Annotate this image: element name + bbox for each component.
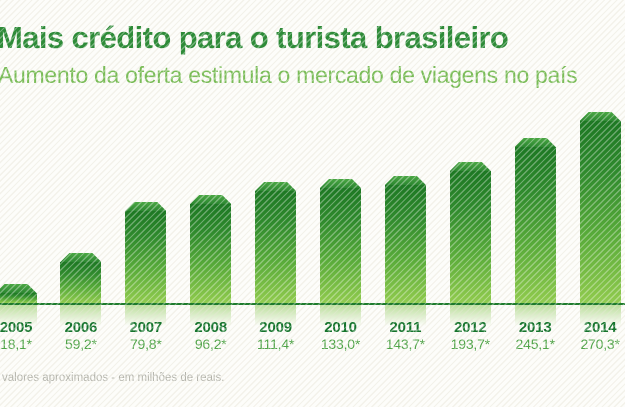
bar-cap bbox=[580, 112, 621, 121]
year-label-2008: 2008 bbox=[194, 319, 227, 336]
value-label-2014: 270,3* bbox=[580, 336, 620, 352]
value-label-2006: 59,2* bbox=[65, 336, 97, 352]
bar-cap bbox=[320, 179, 361, 188]
bar-reflection bbox=[320, 305, 361, 326]
bar-2007 bbox=[125, 202, 167, 303]
bar-2011 bbox=[384, 176, 426, 303]
bar-body bbox=[579, 121, 621, 303]
bar-reflection bbox=[579, 305, 621, 326]
bar-reflection bbox=[384, 305, 426, 326]
bar-body bbox=[0, 293, 37, 303]
bar-2005 bbox=[0, 284, 37, 303]
value-label-2012: 193,7* bbox=[450, 336, 490, 352]
year-label-2006: 2006 bbox=[64, 319, 98, 336]
bar-cap bbox=[60, 253, 101, 262]
bar-body bbox=[449, 171, 491, 303]
bar-2009 bbox=[255, 182, 297, 303]
bar-cap bbox=[385, 176, 426, 185]
value-label-2005: 18,1* bbox=[0, 336, 32, 352]
bar-reflection bbox=[190, 305, 232, 326]
bar-2014 bbox=[579, 112, 621, 303]
bar-cap bbox=[190, 195, 231, 204]
year-label-2007: 2007 bbox=[129, 319, 163, 336]
bar-reflection bbox=[125, 305, 167, 326]
year-label-2012: 2012 bbox=[454, 319, 487, 336]
chart-subtitle: Aumento da oferta estimula o mercado de … bbox=[0, 62, 578, 88]
bar-2013 bbox=[514, 138, 556, 303]
year-label-2005: 2005 bbox=[0, 319, 33, 336]
bar-cap bbox=[0, 284, 37, 293]
baseline-axis bbox=[0, 303, 625, 305]
bar-reflection bbox=[0, 305, 37, 326]
footnote: valores aproximados - em milhões de reai… bbox=[2, 372, 225, 384]
year-label-2013: 2013 bbox=[518, 319, 552, 336]
value-label-2008: 96,2* bbox=[194, 336, 227, 352]
bar-body bbox=[60, 262, 102, 303]
bar-cap bbox=[450, 162, 491, 171]
value-label-2007: 79,8* bbox=[129, 336, 162, 352]
value-label-2010: 133,0* bbox=[320, 336, 361, 352]
bar-2012 bbox=[449, 162, 491, 303]
bar-reflection bbox=[449, 305, 491, 326]
bar-cap bbox=[255, 182, 296, 191]
bar-2008 bbox=[190, 195, 232, 303]
bar-reflection bbox=[255, 305, 297, 326]
bar-body bbox=[255, 191, 297, 303]
bar-2006 bbox=[60, 253, 102, 303]
bar-2010 bbox=[320, 179, 361, 303]
bar-reflection bbox=[514, 305, 556, 326]
bar-cap bbox=[515, 138, 556, 147]
year-label-2010: 2010 bbox=[324, 319, 357, 336]
bar-body bbox=[125, 211, 167, 303]
bar-body bbox=[320, 188, 361, 303]
year-label-2011: 2011 bbox=[389, 319, 422, 336]
bar-body bbox=[514, 147, 556, 303]
chart-title: Mais crédito para o turista brasileiro bbox=[0, 20, 509, 55]
bar-body bbox=[384, 185, 426, 303]
value-label-2011: 143,7* bbox=[385, 336, 426, 352]
bar-cap bbox=[125, 202, 166, 211]
value-label-2009: 111,4* bbox=[256, 336, 295, 352]
bar-body bbox=[190, 204, 232, 303]
bar-reflection bbox=[60, 305, 102, 326]
year-label-2009: 2009 bbox=[259, 319, 292, 336]
year-label-2014: 2014 bbox=[583, 319, 617, 336]
value-label-2013: 245,1* bbox=[515, 336, 555, 352]
